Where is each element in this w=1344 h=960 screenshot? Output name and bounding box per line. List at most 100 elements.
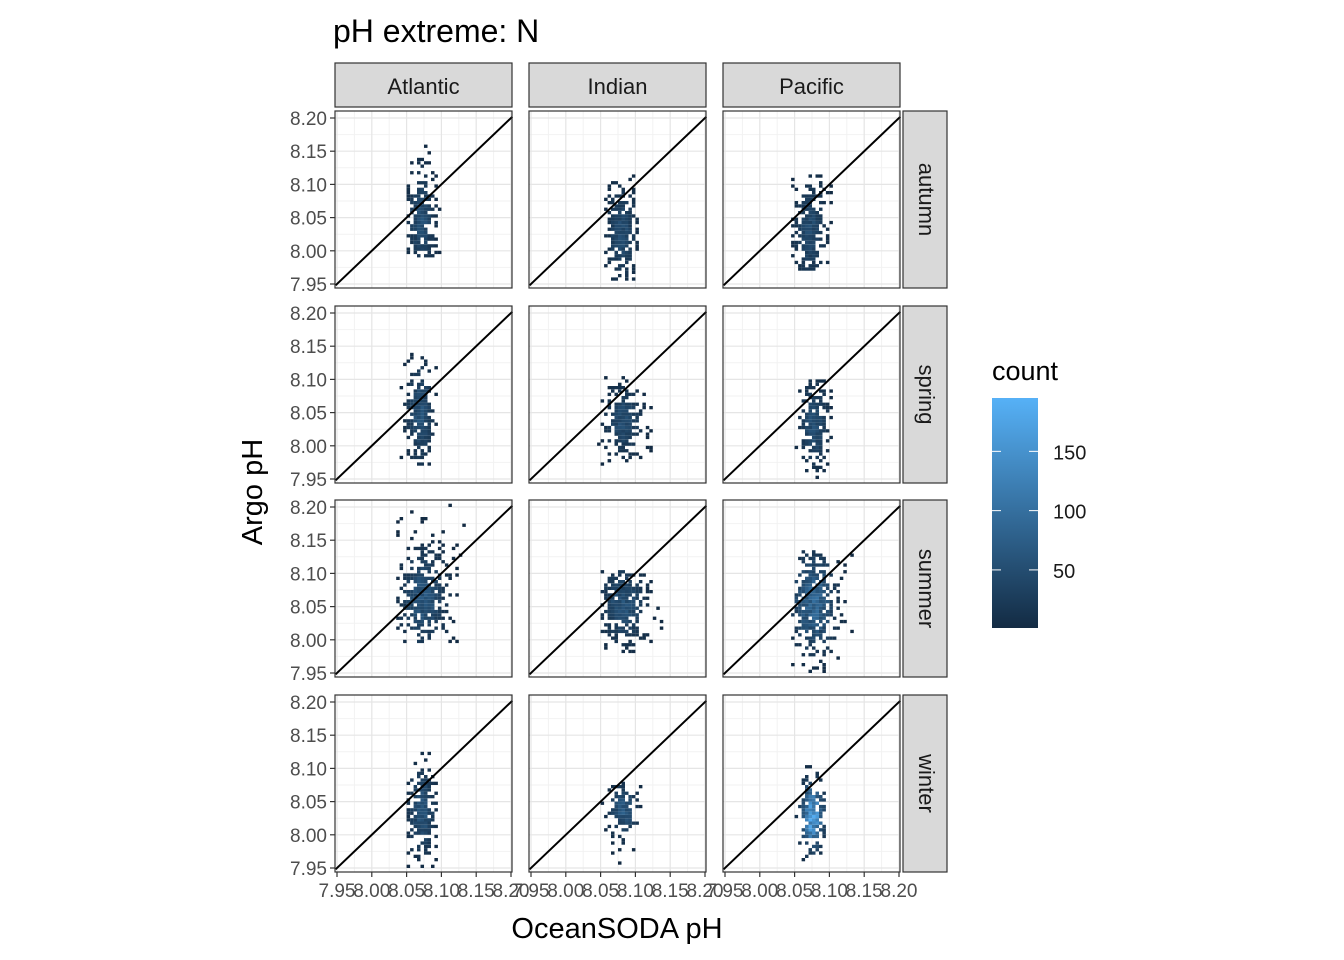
heatmap-tile (406, 600, 411, 604)
heatmap-tile (424, 399, 428, 403)
heatmap-tile (808, 412, 812, 416)
heatmap-tile (410, 596, 414, 600)
heatmap-tile (427, 795, 431, 799)
heatmap-tile (815, 613, 819, 617)
heatmap-tile (611, 389, 615, 393)
heatmap-tile (424, 362, 428, 367)
heatmap-tile (819, 609, 823, 614)
heatmap-tile (812, 560, 816, 564)
reference-line (528, 310, 708, 482)
heatmap-tile (631, 590, 636, 594)
heatmap-tile (815, 250, 819, 255)
heatmap-tile (417, 573, 421, 577)
heatmap-tile (635, 629, 639, 634)
heatmap-tile (635, 821, 639, 825)
heatmap-tile (607, 429, 612, 433)
heatmap-tile (829, 201, 833, 205)
heatmap-tile (645, 432, 650, 436)
heatmap-tile (417, 372, 421, 377)
heatmap-tile (410, 201, 414, 205)
heatmap-tile (431, 629, 435, 634)
heatmap-tile (441, 623, 445, 627)
heatmap-tile (808, 580, 812, 584)
heatmap-tile (812, 801, 816, 805)
reference-line (528, 115, 708, 287)
heatmap-tile (417, 795, 421, 799)
heatmap-tile (417, 442, 421, 446)
y-tick-label: 8.20 (290, 109, 327, 130)
heatmap-tile (455, 639, 459, 644)
heatmap-tile (604, 264, 608, 268)
heatmap-tile (829, 396, 833, 400)
heatmap-tile (815, 455, 819, 460)
heatmap-tile (420, 452, 424, 456)
heatmap-tile (417, 623, 421, 627)
heatmap-tile (420, 455, 424, 460)
heatmap-tile (805, 775, 809, 779)
heatmap-tile (420, 517, 424, 521)
heatmap-tile (427, 445, 431, 450)
heatmap-tile (396, 530, 400, 534)
heatmap-tile (805, 623, 809, 627)
reference-line (722, 699, 902, 871)
heatmap-tile (621, 455, 625, 460)
heatmap-tile (406, 616, 411, 620)
heatmap-tile (618, 804, 622, 809)
heatmap-tile (621, 649, 625, 654)
heatmap-tile (621, 814, 625, 819)
heatmap-tile (427, 844, 431, 849)
heatmap-tile (417, 639, 421, 644)
heatmap-tile (625, 260, 629, 265)
heatmap-tile (399, 563, 404, 567)
heatmap-tile (621, 240, 625, 245)
heatmap-tile (808, 563, 812, 567)
heatmap-tile (441, 626, 445, 630)
heatmap-tile (604, 586, 608, 590)
heatmap-tile (413, 389, 418, 393)
heatmap-tile (618, 415, 622, 420)
heatmap-tile (621, 386, 625, 390)
heatmap-tile (614, 386, 618, 390)
heatmap-tile (839, 613, 844, 617)
heatmap-tile (649, 580, 653, 584)
heatmap-tile (805, 244, 809, 248)
heatmap-tile (434, 250, 438, 255)
heatmap-tile (427, 768, 431, 772)
strip-autumn (902, 110, 948, 289)
heatmap-tile (808, 811, 812, 815)
legend-tick-label: 50 (1053, 561, 1075, 583)
heatmap-tile (631, 626, 636, 630)
heatmap-tile (431, 811, 435, 815)
heatmap-tile (815, 596, 819, 600)
strip-spring (902, 305, 948, 484)
y-tick-label: 8.15 (290, 726, 327, 747)
heatmap-tile (424, 359, 428, 363)
heatmap-tile (618, 801, 622, 805)
heatmap-tile (815, 771, 819, 775)
heatmap-tile (628, 613, 632, 617)
heatmap-tile (843, 600, 847, 604)
heatmap-tile (427, 543, 431, 547)
heatmap-tile (815, 606, 819, 610)
heatmap-tile (628, 580, 632, 584)
heatmap-tile (808, 442, 812, 446)
heatmap-tile (808, 214, 812, 218)
heatmap-tile (424, 851, 428, 855)
heatmap-tile (798, 415, 802, 420)
heatmap-tile (625, 586, 629, 590)
heatmap-tile (420, 406, 424, 410)
heatmap-tile (417, 808, 421, 812)
heatmap-tile (822, 798, 826, 802)
heatmap-tile (621, 603, 625, 607)
heatmap-tile (420, 419, 424, 423)
heatmap-tile (424, 566, 428, 571)
heatmap-tile (618, 386, 622, 390)
heatmap-tile (406, 359, 411, 363)
heatmap-tile (413, 530, 418, 534)
heatmap-tile (413, 439, 418, 443)
heatmap-tile (801, 217, 806, 221)
heatmap-tile (812, 580, 816, 584)
heatmap-tile (406, 435, 411, 440)
heatmap-tile (791, 636, 795, 640)
heatmap-tile (410, 402, 414, 406)
